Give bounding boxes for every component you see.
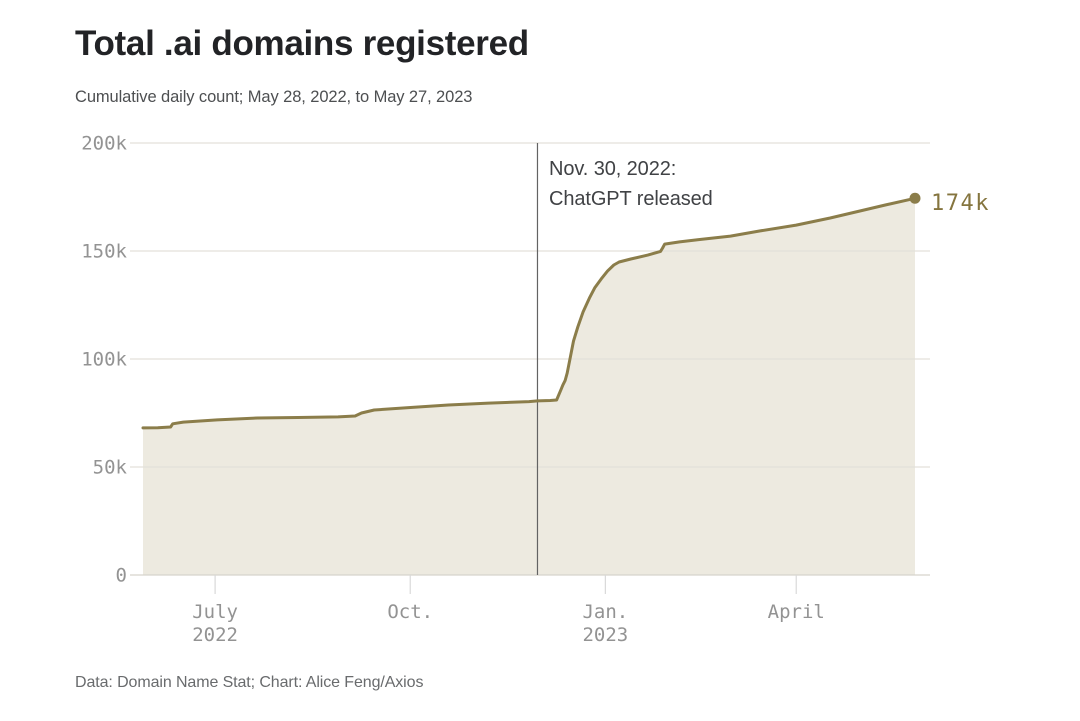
x-tick-label-Oct.: Oct. — [387, 601, 433, 623]
area-fill-shape — [143, 198, 915, 576]
y-tick-label-0: 0 — [116, 565, 127, 587]
annotation-chatgpt-released: Nov. 30, 2022: ChatGPT released — [549, 154, 713, 214]
trend-line-path — [141, 196, 917, 430]
y-tick-label-150k: 150k — [81, 241, 127, 263]
endpoint-dot-shape — [909, 192, 921, 204]
x-tick-marks — [214, 575, 797, 594]
x-tick-label-Jan.: Jan. 2023 — [582, 601, 628, 646]
trend-line — [141, 196, 917, 430]
x-tick-label-July: July 2022 — [192, 601, 238, 646]
chart-subtitle: Cumulative daily count; May 28, 2022, to… — [75, 88, 473, 106]
x-tick-label-April: April — [768, 601, 825, 623]
endpoint-dot — [909, 192, 921, 204]
x-tick-labels: July 2022 Oct. Jan. 2023 April — [192, 601, 825, 646]
y-tick-label-50k: 50k — [93, 457, 128, 479]
y-tick-labels: 0 50k 100k 150k 200k — [81, 133, 127, 587]
area-fill — [143, 198, 915, 576]
source-credit: Data: Domain Name Stat; Chart: Alice Fen… — [75, 674, 424, 691]
y-tick-label-200k: 200k — [81, 133, 127, 155]
chart-title: Total .ai domains registered — [75, 24, 529, 63]
annotation-line1: Nov. 30, 2022: — [549, 158, 677, 180]
end-value-label: 174k — [931, 191, 990, 216]
y-tick-label-100k: 100k — [81, 349, 127, 371]
annotation-line2: ChatGPT released — [549, 188, 713, 210]
